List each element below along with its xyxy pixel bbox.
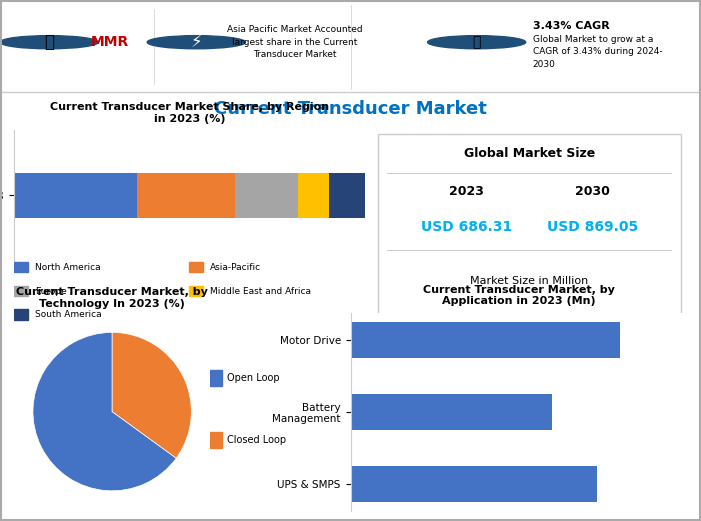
Bar: [298, 172, 329, 218]
Circle shape: [147, 35, 245, 49]
Text: Global Market to grow at a
CAGR of 3.43% during 2024-
2030: Global Market to grow at a CAGR of 3.43%…: [533, 34, 662, 69]
Bar: [137, 172, 235, 218]
Text: North America: North America: [35, 263, 101, 272]
Bar: [14, 309, 28, 319]
Text: MMR: MMR: [91, 35, 130, 49]
Text: Middle East and Africa: Middle East and Africa: [210, 287, 311, 296]
Bar: [350, 393, 552, 430]
Bar: [189, 262, 203, 272]
Bar: [329, 172, 365, 218]
Title: Current Transducer Market, by
Technology In 2023 (%): Current Transducer Market, by Technology…: [16, 288, 208, 309]
Text: 2023: 2023: [449, 185, 484, 199]
Bar: [14, 286, 28, 296]
Text: Asia Pacific Market Accounted
largest share in the Current
Transducer Market: Asia Pacific Market Accounted largest sh…: [226, 25, 362, 59]
Bar: [189, 286, 203, 296]
Text: Market Size in Million: Market Size in Million: [470, 276, 588, 286]
Text: Open Loop: Open Loop: [227, 373, 280, 383]
Bar: [210, 370, 222, 386]
Text: 3.43% CAGR: 3.43% CAGR: [533, 21, 609, 31]
Bar: [14, 172, 137, 218]
Bar: [210, 432, 222, 448]
Text: South America: South America: [35, 311, 102, 319]
Bar: [14, 262, 28, 272]
Text: USD 686.31: USD 686.31: [421, 220, 512, 233]
Text: Closed Loop: Closed Loop: [227, 435, 286, 445]
Title: Current Transducer Market Share, by Region
in 2023 (%): Current Transducer Market Share, by Regi…: [50, 102, 329, 124]
Circle shape: [0, 35, 98, 49]
Bar: [350, 466, 597, 502]
Text: Europe: Europe: [35, 287, 67, 296]
Circle shape: [428, 35, 526, 49]
Text: ⚡: ⚡: [191, 33, 202, 51]
Bar: [350, 321, 620, 357]
FancyBboxPatch shape: [378, 134, 681, 319]
Wedge shape: [33, 332, 176, 491]
Bar: [235, 172, 298, 218]
Text: Current Transducer Market: Current Transducer Market: [214, 101, 487, 118]
Text: 🌐: 🌐: [44, 33, 54, 51]
Wedge shape: [112, 332, 191, 458]
Text: 🔥: 🔥: [472, 35, 481, 49]
Text: Global Market Size: Global Market Size: [463, 147, 595, 160]
Text: USD 869.05: USD 869.05: [547, 220, 638, 233]
Title: Current Transducer Market, by
Application in 2023 (Mn): Current Transducer Market, by Applicatio…: [423, 284, 615, 306]
Text: Asia-Pacific: Asia-Pacific: [210, 263, 261, 272]
Text: 2030: 2030: [575, 185, 610, 199]
